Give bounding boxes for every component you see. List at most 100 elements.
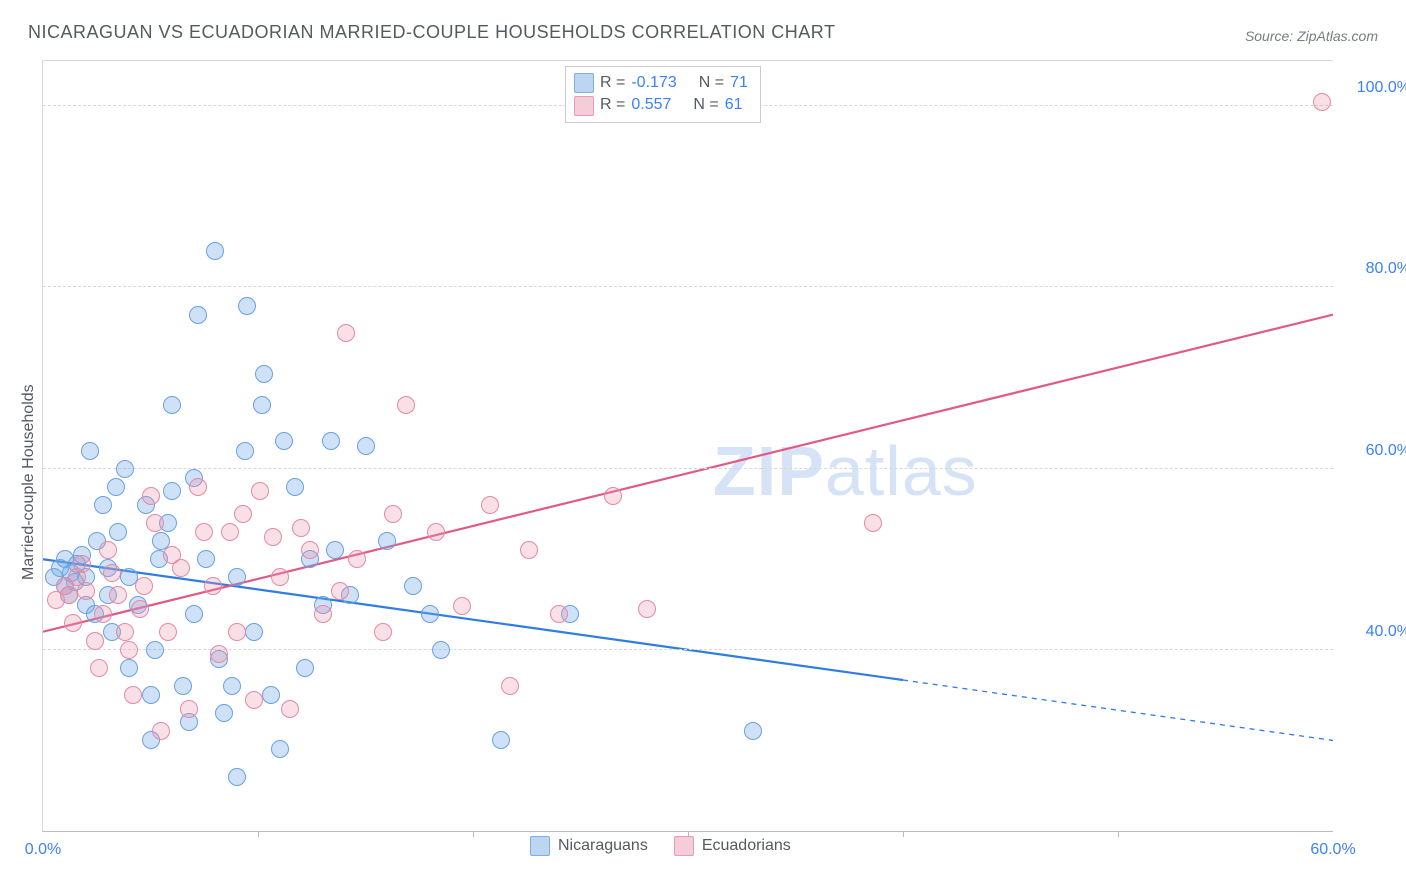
data-point	[234, 505, 252, 523]
legend-correlation: R = -0.173N = 71 R = 0.557N = 61	[565, 66, 761, 123]
plot-area: ZIPatlas 40.0%60.0%80.0%100.0%0.0%60.0%	[42, 60, 1333, 832]
data-point	[135, 577, 153, 595]
data-point	[253, 396, 271, 414]
x-tick-mark	[1118, 831, 1119, 837]
data-point	[81, 442, 99, 460]
data-point	[744, 722, 762, 740]
data-point	[163, 396, 181, 414]
data-point	[453, 597, 471, 615]
data-point	[116, 623, 134, 641]
y-tick-label: 60.0%	[1341, 442, 1406, 460]
data-point	[228, 623, 246, 641]
x-tick-label: 0.0%	[25, 841, 61, 859]
x-tick-mark	[903, 831, 904, 837]
legend-label: Ecuadorians	[702, 837, 791, 855]
data-point	[357, 437, 375, 455]
data-point	[326, 541, 344, 559]
data-point	[206, 242, 224, 260]
data-point	[501, 677, 519, 695]
data-point	[197, 550, 215, 568]
legend-swatch	[574, 73, 594, 93]
x-tick-mark	[473, 831, 474, 837]
data-point	[94, 496, 112, 514]
y-tick-label: 40.0%	[1341, 623, 1406, 641]
data-point	[348, 550, 366, 568]
data-point	[94, 605, 112, 623]
gridline	[43, 468, 1333, 469]
data-point	[90, 659, 108, 677]
data-point	[64, 614, 82, 632]
data-point	[221, 523, 239, 541]
data-point	[331, 582, 349, 600]
data-point	[864, 514, 882, 532]
data-point	[146, 514, 164, 532]
data-point	[492, 731, 510, 749]
y-tick-label: 100.0%	[1341, 79, 1406, 97]
y-tick-label: 80.0%	[1341, 260, 1406, 278]
data-point	[481, 496, 499, 514]
data-point	[255, 365, 273, 383]
data-point	[103, 564, 121, 582]
data-point	[322, 432, 340, 450]
data-point	[245, 623, 263, 641]
gridline	[43, 286, 1333, 287]
data-point	[245, 691, 263, 709]
data-point	[404, 577, 422, 595]
data-point	[189, 478, 207, 496]
y-axis-label: Married-couple Households	[20, 384, 38, 580]
legend-label: Nicaraguans	[558, 837, 648, 855]
legend-row: R = 0.557N = 61	[574, 94, 748, 116]
data-point	[314, 605, 332, 623]
data-point	[638, 600, 656, 618]
data-point	[77, 582, 95, 600]
data-point	[251, 482, 269, 500]
legend-row: R = -0.173N = 71	[574, 72, 748, 94]
data-point	[215, 704, 233, 722]
data-point	[142, 686, 160, 704]
data-point	[86, 632, 104, 650]
data-point	[427, 523, 445, 541]
chart-source: Source: ZipAtlas.com	[1245, 28, 1378, 44]
data-point	[292, 519, 310, 537]
data-point	[384, 505, 402, 523]
data-point	[210, 645, 228, 663]
data-point	[189, 306, 207, 324]
data-point	[271, 740, 289, 758]
x-tick-label: 60.0%	[1310, 841, 1355, 859]
data-point	[374, 623, 392, 641]
data-point	[116, 460, 134, 478]
gridline	[43, 649, 1333, 650]
legend-swatch	[574, 96, 594, 116]
legend-series: Nicaraguans Ecuadorians	[530, 836, 791, 856]
data-point	[1313, 93, 1331, 111]
data-point	[109, 523, 127, 541]
data-point	[238, 297, 256, 315]
data-point	[397, 396, 415, 414]
data-point	[152, 722, 170, 740]
data-point	[124, 686, 142, 704]
data-point	[301, 541, 319, 559]
legend-swatch	[530, 836, 550, 856]
data-point	[281, 700, 299, 718]
legend-swatch	[674, 836, 694, 856]
data-point	[131, 600, 149, 618]
data-point	[204, 577, 222, 595]
legend-item: Nicaraguans	[530, 836, 648, 856]
legend-item: Ecuadorians	[674, 836, 791, 856]
data-point	[180, 700, 198, 718]
data-point	[337, 324, 355, 342]
data-point	[146, 641, 164, 659]
data-point	[228, 568, 246, 586]
data-point	[378, 532, 396, 550]
data-point	[432, 641, 450, 659]
data-point	[120, 659, 138, 677]
data-point	[223, 677, 241, 695]
data-point	[159, 623, 177, 641]
data-point	[99, 541, 117, 559]
data-point	[60, 586, 78, 604]
data-point	[185, 605, 203, 623]
data-point	[275, 432, 293, 450]
data-point	[172, 559, 190, 577]
data-point	[271, 568, 289, 586]
data-point	[236, 442, 254, 460]
